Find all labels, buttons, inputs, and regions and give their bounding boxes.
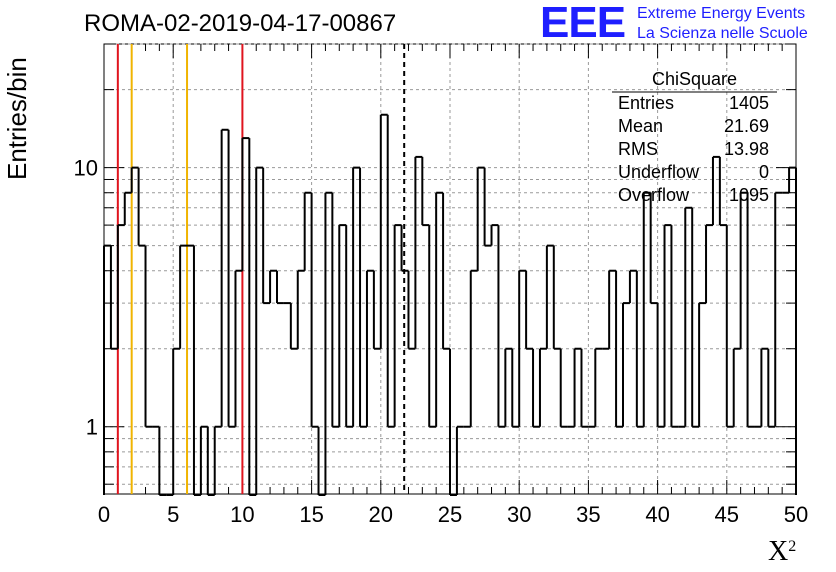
tick-label-layer: 0 5 10 15 20 25 30 35 40 45 50 1 10	[74, 156, 809, 527]
x-tick-label: 0	[98, 502, 110, 527]
y-tick-label: 10	[74, 156, 98, 181]
stats-label: Underflow	[618, 162, 700, 182]
y-tick-label: 1	[86, 415, 98, 440]
chart-title: ROMA-02-2019-04-17-00867	[84, 10, 397, 37]
stats-label: RMS	[618, 139, 658, 159]
x-tick-label: 5	[167, 502, 179, 527]
stats-value: 0	[758, 162, 769, 182]
x-axis-label: X2	[768, 536, 797, 567]
stats-value: 21.69	[723, 116, 769, 136]
stats-row: Mean 21.69	[612, 115, 777, 138]
stats-row: Entries 1405	[612, 92, 777, 115]
stats-label: Overflow	[618, 185, 690, 205]
stats-row: RMS 13.98	[612, 138, 777, 161]
stats-value: 13.98	[723, 139, 769, 159]
stats-label: Entries	[618, 93, 675, 113]
stats-value: 1095	[728, 185, 769, 205]
stats-label: Mean	[618, 116, 664, 136]
x-tick-label: 50	[784, 502, 808, 527]
x-tick-label: 20	[369, 502, 393, 527]
stats-title: ChiSquare	[651, 69, 738, 89]
x-tick-label: 45	[715, 502, 739, 527]
logo-letters: EEE	[540, 0, 626, 47]
tick-layer	[103, 43, 797, 494]
logo-line-1: Extreme Energy Events	[637, 5, 806, 22]
x-tick-label: 25	[438, 502, 462, 527]
x-tick-label: 10	[230, 502, 254, 527]
logo-line-2: La Scienza nelle Scuole	[637, 25, 808, 42]
histogram-layer	[103, 113, 797, 496]
stats-box: ChiSquare Entries 1405 Mean 21.69 RMS 13.98…	[612, 68, 777, 207]
eee-logo: EEE Extreme Energy Events La Scienza nel…	[540, 0, 836, 48]
x-tick-label: 40	[645, 502, 669, 527]
x-tick-label: 35	[576, 502, 600, 527]
x-tick-label: 30	[507, 502, 531, 527]
y-axis-label: Entries/bin	[2, 57, 32, 180]
x-tick-label: 15	[299, 502, 323, 527]
stats-value: 1405	[728, 93, 769, 113]
stats-row: Overflow 1095	[612, 184, 777, 207]
stats-row: Underflow 0	[612, 161, 777, 184]
